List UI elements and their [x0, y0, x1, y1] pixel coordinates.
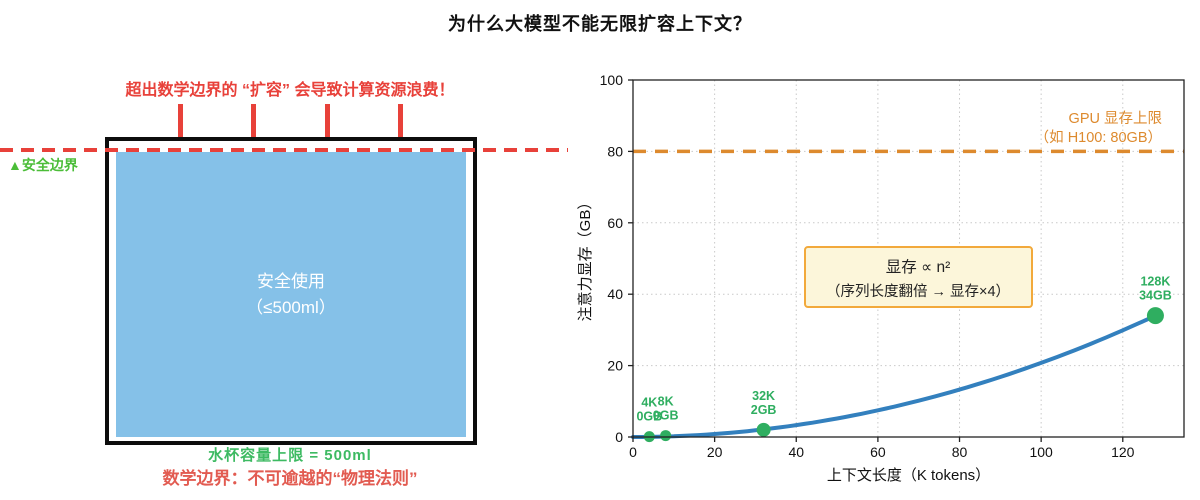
y-axis-title: 注意力显存（GB）	[576, 195, 594, 322]
water-cup: 安全使用 （≤500ml）	[105, 137, 477, 445]
math-boundary-label: 数学边界：不可逾越的“物理法则”	[162, 469, 418, 488]
warning-arrow-1	[178, 104, 183, 137]
safety-boundary-line	[0, 148, 568, 152]
x-tick-label: 20	[707, 444, 723, 460]
water-label-line2: （≤500ml）	[246, 297, 336, 317]
page-title: 为什么大模型不能无限扩容上下文？	[448, 14, 752, 34]
data-point	[1146, 307, 1164, 325]
gpu-limit-label-line2: （如 H100: 80GB）	[1035, 129, 1162, 146]
plot-frame	[632, 79, 1185, 438]
x-tick-label: 120	[1111, 444, 1135, 460]
data-point-label-bottom: 0GB	[653, 409, 679, 423]
warning-arrow-4	[398, 104, 403, 137]
data-point	[756, 422, 771, 437]
data-point-label-top: 128K	[1140, 275, 1170, 289]
x-axis-title: 上下文长度（K tokens）	[827, 467, 990, 484]
y-tick-label: 100	[600, 72, 624, 88]
y-tick-label: 0	[615, 429, 623, 445]
annotation-formula: 显存 ∝ n²	[886, 258, 950, 276]
data-point-label-top: 32K	[752, 389, 775, 403]
x-tick-label: 0	[629, 444, 637, 460]
gpu-limit-label-line1: GPU 显存上限	[1069, 110, 1162, 127]
data-point-label-top: 4K	[641, 396, 657, 410]
annotation-note: （序列长度翻倍 → 显存×4）	[826, 283, 1010, 300]
warning-arrow-3	[325, 104, 330, 137]
memory-curve	[631, 313, 1158, 439]
data-point-label-top: 8K	[658, 395, 674, 409]
x-tick-label: 60	[870, 444, 886, 460]
warning-text: 超出数学边界的 “扩容” 会导致计算资源浪费！	[125, 82, 455, 99]
y-tick-label: 20	[607, 358, 623, 374]
capacity-label: 水杯容量上限 = 500ml	[208, 447, 372, 464]
water-label: 安全使用 （≤500ml）	[246, 269, 336, 320]
water-label-line1: 安全使用	[256, 272, 325, 291]
y-tick-label: 60	[607, 215, 623, 231]
water-fill: 安全使用 （≤500ml）	[116, 152, 466, 437]
x-tick-label: 40	[788, 444, 804, 460]
data-point-label-bottom: 34GB	[1139, 289, 1172, 303]
warning-arrow-2	[251, 104, 256, 137]
annotation-box	[804, 246, 1033, 308]
y-tick-label: 80	[607, 143, 623, 159]
x-tick-label: 100	[1029, 444, 1053, 460]
x-tick-label: 80	[952, 444, 968, 460]
data-point-label-bottom: 2GB	[751, 403, 777, 417]
data-point-label-bottom: 0GB	[636, 410, 662, 424]
y-tick-label: 40	[607, 286, 623, 302]
data-point	[660, 430, 672, 442]
safety-boundary-label: ▲安全边界	[8, 157, 78, 173]
